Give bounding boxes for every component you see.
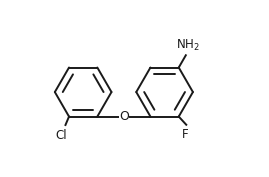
Text: Cl: Cl [55,129,67,142]
Text: NH$_2$: NH$_2$ [176,38,200,53]
Text: O: O [119,110,129,123]
Text: F: F [182,128,189,141]
